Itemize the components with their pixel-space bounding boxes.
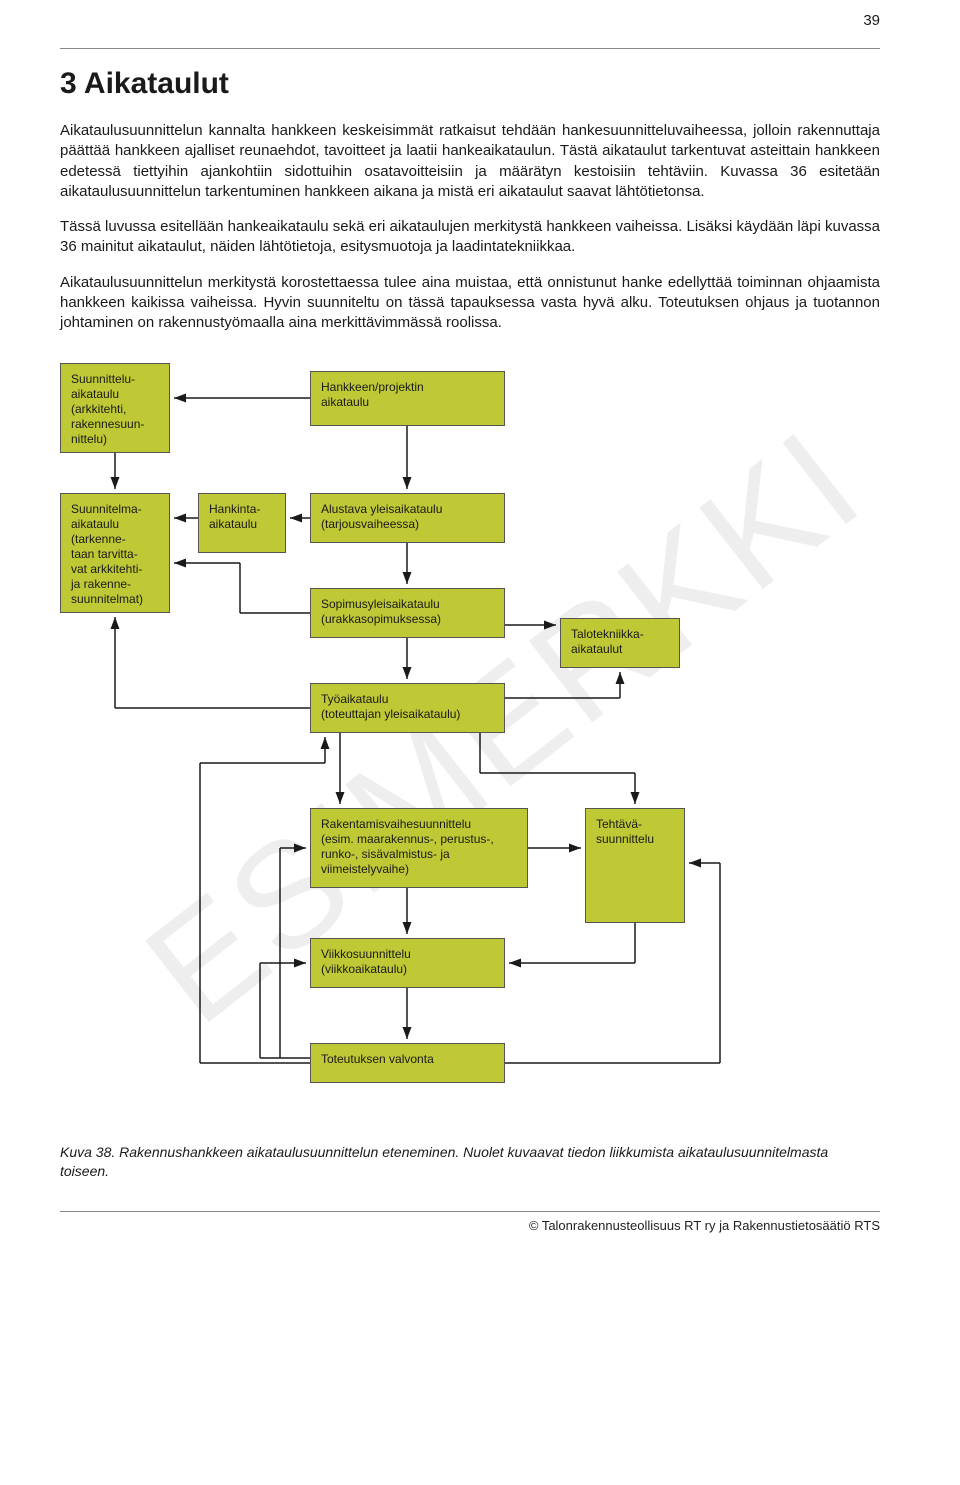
- paragraph: Aikataulusuunnittelun merkitystä koroste…: [60, 273, 880, 334]
- page-number: 39: [863, 12, 880, 29]
- figure-caption: Kuva 38. Rakennushankkeen aikataulusuunn…: [60, 1143, 880, 1181]
- section-heading: 3 Aikataulut: [60, 67, 880, 101]
- flowchart-node-rakentamisvaihesuunnittelu: Rakentamisvaihesuunnittelu(esim. maarake…: [310, 808, 528, 888]
- footer-copyright: © Talonrakennusteollisuus RT ry ja Raken…: [60, 1218, 880, 1233]
- flowchart-node-alustava-yleisaikataulu: Alustava yleisaikataulu(tarjousvaiheessa…: [310, 493, 505, 543]
- flowchart-node-talotekniikka-aikataulut: Talotekniikka-aikataulut: [560, 618, 680, 668]
- flowchart-node-toteutuksen-valvonta: Toteutuksen valvonta: [310, 1043, 505, 1083]
- flowchart-node-viikkosuunnittelu: Viikkosuunnittelu(viikkoaikataulu): [310, 938, 505, 988]
- flowchart-arrows: [60, 363, 840, 1123]
- flowchart-node-suunnitelma-aikataulu: Suunnitelma-aikataulu(tarkenne-taan tarv…: [60, 493, 170, 613]
- top-rule: [60, 48, 880, 49]
- flowchart-node-suunnittelu-aikataulu: Suunnittelu-aikataulu(arkkitehti,rakenne…: [60, 363, 170, 453]
- flowchart-node-tehtava-suunnittelu: Tehtävä-suunnittelu: [585, 808, 685, 923]
- page: 39 3 Aikataulut Aikataulusuunnittelun ka…: [0, 0, 960, 1273]
- flowchart-node-sopimusyleisaikataulu: Sopimusyleisaikataulu(urakkasopimuksessa…: [310, 588, 505, 638]
- footer-rule: [60, 1211, 880, 1212]
- paragraph: Aikataulusuunnittelun kannalta hankkeen …: [60, 121, 880, 202]
- flowchart-node-tyoaikataulu: Työaikataulu(toteuttajan yleisaikataulu): [310, 683, 505, 733]
- figure-caption-lead: Kuva 38.: [60, 1144, 115, 1160]
- paragraph: Tässä luvussa esitellään hankeaikataulu …: [60, 217, 880, 258]
- figure-caption-text: Rakennushankkeen aikataulusuunnittelun e…: [60, 1144, 828, 1179]
- flowchart-node-hankkeen-projektin-aikataulu: Hankkeen/projektinaikataulu: [310, 371, 505, 426]
- flowchart: Suunnittelu-aikataulu(arkkitehti,rakenne…: [60, 363, 840, 1123]
- flowchart-node-hankinta-aikataulu: Hankinta-aikataulu: [198, 493, 286, 553]
